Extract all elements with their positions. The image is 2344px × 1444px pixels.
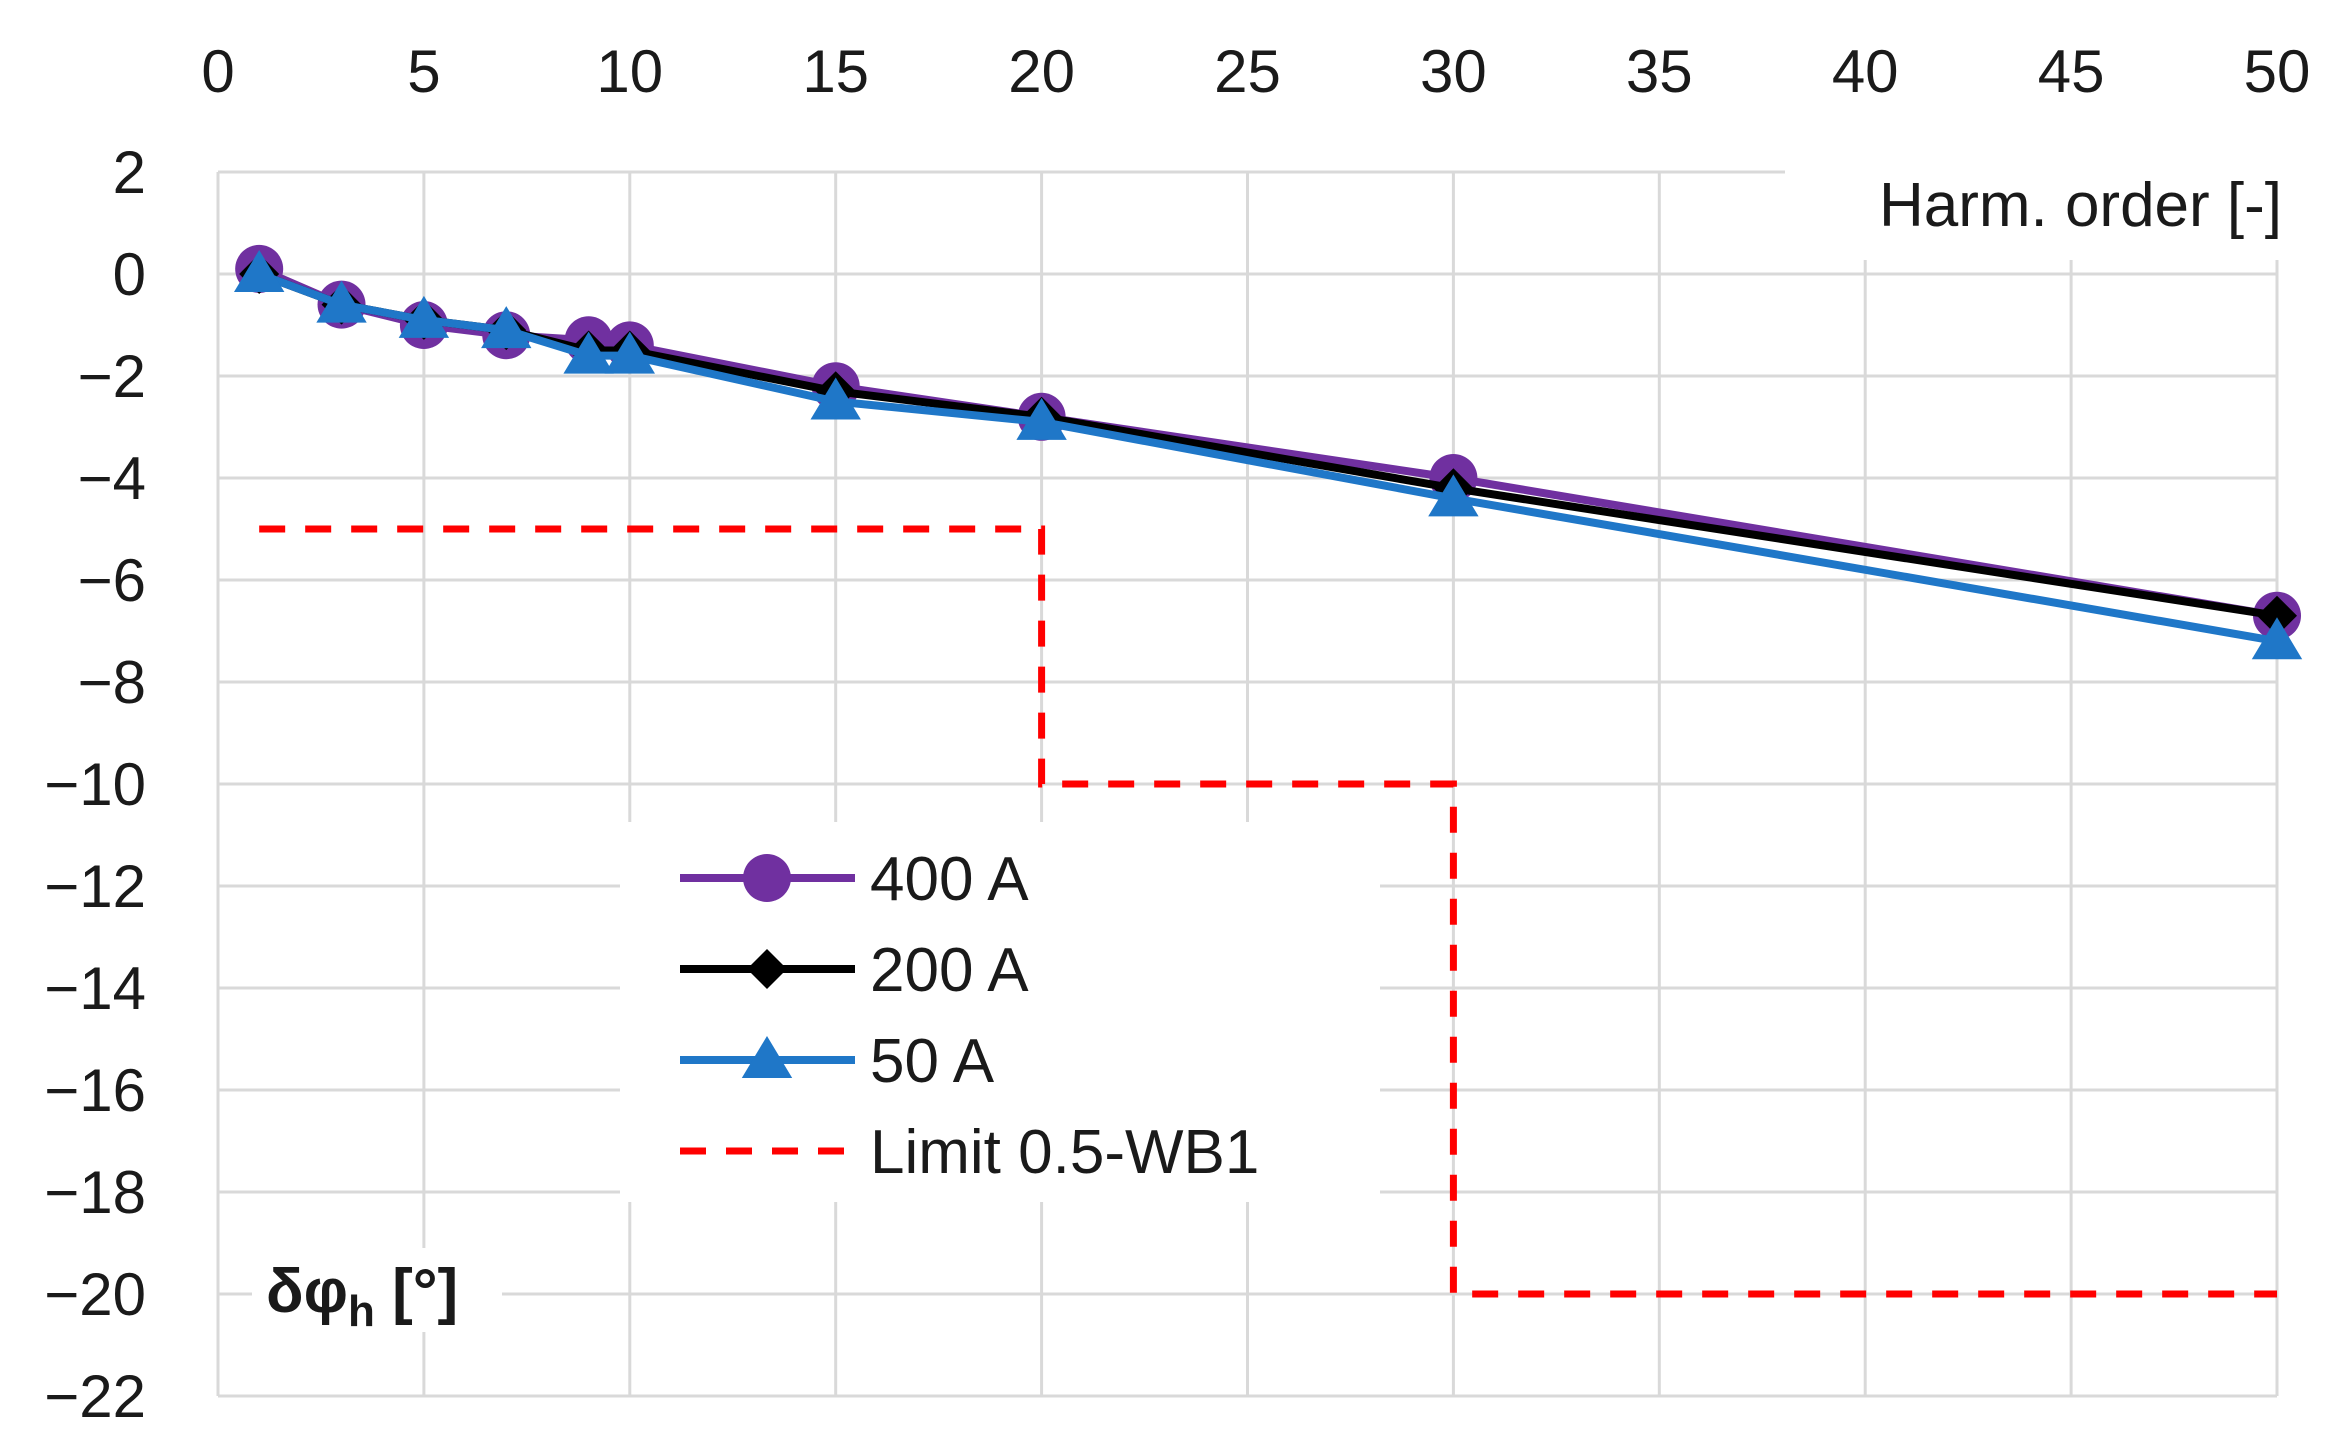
series-group xyxy=(233,250,2303,660)
legend-label: 50 A xyxy=(870,1027,995,1096)
data-point-diamond xyxy=(2257,595,2297,636)
y-axis-label-background xyxy=(252,1248,502,1332)
legend-item: 50 A xyxy=(680,1027,995,1096)
x-tick-label: 5 xyxy=(407,38,440,105)
y-axis-label-main: δφ xyxy=(266,1257,348,1326)
data-point-diamond xyxy=(747,949,787,989)
x-tick-label: 45 xyxy=(2038,38,2105,105)
legend-label: 400 A xyxy=(870,845,1029,914)
x-tick-label: 30 xyxy=(1420,38,1487,105)
data-point-triangle xyxy=(741,1036,793,1078)
data-point-triangle xyxy=(563,331,614,374)
y-tick-label: −18 xyxy=(44,1159,146,1226)
y-tick-label: −6 xyxy=(78,547,146,614)
y-tick-label: −8 xyxy=(78,649,146,716)
data-point-triangle xyxy=(481,306,532,349)
data-point-triangle xyxy=(233,250,285,292)
y-tick-label: −4 xyxy=(78,445,146,512)
series-group xyxy=(239,254,2297,636)
x-axis-label: Harm. order [-] xyxy=(1879,171,2282,240)
y-tick-labels: 2 0 −2 −4 −6 −8 −10 −12 −14 −16 −18 −20 −22 xyxy=(44,139,146,1430)
y-axis-label-sub: h xyxy=(348,1287,375,1336)
series-line-limit xyxy=(259,525,2277,1298)
y-tick-label: −12 xyxy=(44,853,146,920)
data-point-triangle xyxy=(316,280,367,323)
y-tick-label: −2 xyxy=(78,343,146,410)
x-tick-label: 10 xyxy=(596,38,663,105)
y-axis-label: δφh [°] xyxy=(266,1257,458,1336)
y-tick-label: −10 xyxy=(44,751,146,818)
data-point-triangle xyxy=(1016,397,1067,440)
data-point-triangle xyxy=(398,295,450,338)
x-tick-label: 25 xyxy=(1214,38,1281,105)
x-tick-labels: 0 5 10 15 20 25 30 35 40 45 50 xyxy=(201,38,2310,105)
limit-series xyxy=(259,525,2277,1298)
series-line xyxy=(257,270,2278,646)
x-tick-label: 35 xyxy=(1626,38,1693,105)
y-tick-label: −20 xyxy=(44,1261,146,1328)
series-line xyxy=(257,265,2278,620)
legend-label: Limit 0.5-WB1 xyxy=(870,1118,1259,1187)
x-axis-label-background xyxy=(1785,168,2285,260)
data-point-triangle xyxy=(2251,617,2303,660)
data-point-triangle xyxy=(810,377,861,420)
legend-item: 400 A xyxy=(680,845,1029,914)
legend-label: 200 A xyxy=(870,936,1029,1005)
y-tick-label: −14 xyxy=(44,955,146,1022)
y-tick-label: −16 xyxy=(44,1057,146,1124)
legend-item: Limit 0.5-WB1 xyxy=(680,1118,1259,1187)
legend: 400 A 200 A 50 A Limit 0.5-WB1 xyxy=(620,822,1380,1202)
x-tick-label: 15 xyxy=(802,38,869,105)
x-tick-label: 0 xyxy=(201,38,234,105)
x-tick-label: 20 xyxy=(1008,38,1075,105)
x-tick-label: 50 xyxy=(2244,38,2311,105)
data-point-circle xyxy=(743,854,791,902)
legend-item: 200 A xyxy=(680,936,1029,1005)
data-point-triangle xyxy=(1428,474,1479,517)
x-tick-label: 40 xyxy=(1832,38,1899,105)
y-tick-label: 0 xyxy=(113,241,146,308)
data-point-triangle xyxy=(604,331,655,374)
data-series xyxy=(233,244,2303,660)
y-axis-label-unit: [°] xyxy=(375,1257,458,1326)
y-tick-label: 2 xyxy=(113,139,146,206)
y-tick-label: −22 xyxy=(44,1363,146,1430)
